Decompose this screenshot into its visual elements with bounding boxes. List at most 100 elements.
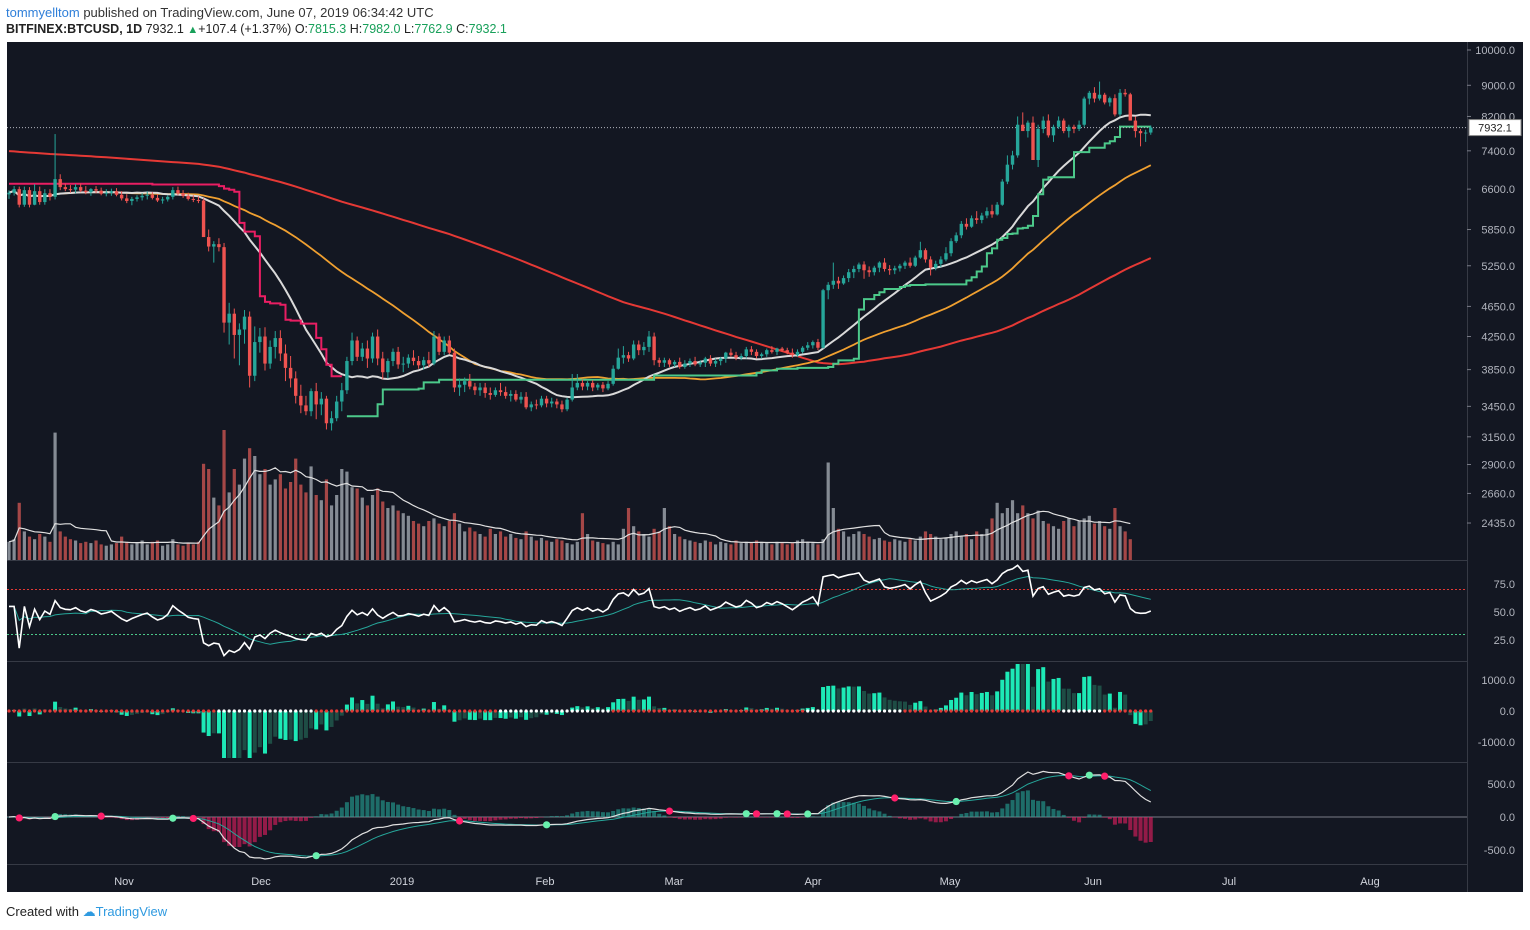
- volume-bar: [191, 544, 195, 560]
- squeeze-histogram-bar: [283, 711, 288, 740]
- candle-body: [411, 357, 416, 362]
- macd-histogram-bar: [227, 817, 232, 846]
- squeeze-dot: [575, 709, 579, 713]
- macd-cross-dot: [891, 794, 899, 802]
- candle-body: [836, 280, 841, 284]
- candle-body: [447, 340, 452, 353]
- macd-histogram-bar: [851, 802, 856, 817]
- volume-bar: [166, 544, 170, 560]
- squeeze-dot: [452, 709, 457, 713]
- squeeze-dot: [775, 709, 779, 713]
- macd-histogram-bar: [293, 817, 298, 821]
- candle-body: [862, 264, 866, 271]
- candle-body: [360, 348, 364, 357]
- macd-histogram-bar: [309, 817, 314, 818]
- candle-body: [457, 384, 462, 388]
- candle-body: [375, 336, 380, 359]
- close-value: 7932.1: [468, 22, 507, 36]
- squeeze-dot: [601, 709, 605, 713]
- volume-bar: [877, 537, 881, 560]
- tradingview-logo-icon[interactable]: ☁: [82, 904, 96, 919]
- volume-bar: [683, 539, 687, 560]
- macd-histogram-bar: [1071, 817, 1076, 821]
- macd-histogram-bar: [1041, 801, 1046, 817]
- volume-bar: [84, 541, 88, 560]
- macd-cross-dot: [1065, 772, 1073, 780]
- squeeze-dot: [652, 709, 656, 713]
- volume-bar: [381, 501, 385, 560]
- candle-body: [191, 198, 196, 200]
- volume-bar: [27, 536, 32, 560]
- squeeze-dot: [770, 709, 774, 713]
- volume-bar: [289, 482, 293, 560]
- squeeze-histogram-bar: [206, 711, 211, 737]
- squeeze-histogram-bar: [278, 711, 283, 739]
- volume-bar: [1072, 526, 1076, 560]
- macd-histogram-bar: [467, 817, 472, 821]
- squeeze-histogram-bar: [227, 711, 232, 758]
- macd-line: [8, 770, 1152, 860]
- macd-histogram-bar: [892, 817, 897, 818]
- volume-bar: [278, 474, 282, 560]
- macd-histogram-bar: [360, 794, 365, 817]
- volume-bar: [821, 539, 825, 560]
- candle-body: [795, 351, 800, 356]
- volume-bar: [903, 541, 907, 560]
- macd-cross-dot: [189, 814, 197, 823]
- candle-body: [703, 358, 708, 363]
- squeeze-dot: [48, 709, 52, 713]
- volume-bar: [1128, 539, 1132, 560]
- squeeze-dot: [570, 709, 574, 713]
- macd-histogram-bar: [728, 817, 733, 818]
- candle-body: [181, 193, 185, 196]
- squeeze-histogram-bar: [892, 700, 897, 711]
- volume-bar: [120, 536, 124, 560]
- macd-histogram-bar: [406, 806, 411, 817]
- squeeze-histogram-bar: [862, 690, 867, 711]
- squeeze-dot: [831, 709, 835, 713]
- macd-histogram-bar: [544, 816, 549, 818]
- volume-bar: [73, 540, 78, 560]
- candle-body: [171, 190, 175, 197]
- volume-bar: [959, 536, 963, 560]
- squeeze-dot: [1138, 709, 1143, 713]
- chart-area[interactable]: 10000.0 9000.0 8200.0 7400.0 6600.0 5850.0 525…: [7, 42, 1523, 892]
- author-link[interactable]: tommyelltom: [6, 5, 80, 20]
- macd-histogram-bar: [1066, 817, 1071, 818]
- squeeze-dot: [780, 709, 784, 713]
- macd-histogram-bar: [718, 817, 723, 819]
- squeeze-dot: [186, 709, 190, 713]
- squeeze-histogram-bar: [319, 711, 324, 725]
- candle-body: [811, 342, 815, 346]
- ohlc-legend: BITFINEX:BTCUSD, 1D 7932.1 ▲+107.4 (+1.3…: [6, 22, 507, 36]
- macd-histogram-bar: [462, 817, 467, 819]
- squeeze-histogram-bar: [431, 702, 436, 711]
- squeeze-dot: [1041, 709, 1045, 713]
- squeeze-dot: [596, 709, 600, 713]
- squeeze-dot: [432, 709, 436, 713]
- squeeze-dot: [53, 709, 57, 713]
- squeeze-dot: [724, 709, 728, 713]
- volume-bar: [248, 448, 252, 560]
- squeeze-histogram-bar: [641, 699, 646, 711]
- candle-body: [401, 363, 405, 365]
- tradingview-brand[interactable]: TradingView: [95, 904, 168, 919]
- squeeze-histogram-bar: [1102, 694, 1107, 711]
- candle-body: [949, 241, 953, 254]
- squeeze-histogram-bar: [339, 711, 344, 716]
- squeeze-histogram-bar: [452, 711, 457, 722]
- squeeze-dot: [555, 709, 559, 713]
- open-label: O:: [294, 22, 309, 36]
- macd-histogram-bar: [943, 817, 948, 822]
- squeeze-dot: [1082, 709, 1086, 713]
- volume-bar: [258, 474, 262, 560]
- macd-histogram-bar: [529, 817, 534, 819]
- macd-histogram-bar: [621, 808, 626, 817]
- volume-bar: [1067, 518, 1071, 560]
- price-chart-svg[interactable]: 10000.09000.08200.07400.06600.05850.0525…: [7, 42, 1523, 892]
- candle-body: [432, 336, 436, 364]
- squeeze-dot: [657, 709, 661, 713]
- squeeze-histogram-bar: [831, 685, 836, 711]
- squeeze-histogram-bar: [1097, 685, 1102, 711]
- squeeze-histogram-bar: [242, 711, 247, 751]
